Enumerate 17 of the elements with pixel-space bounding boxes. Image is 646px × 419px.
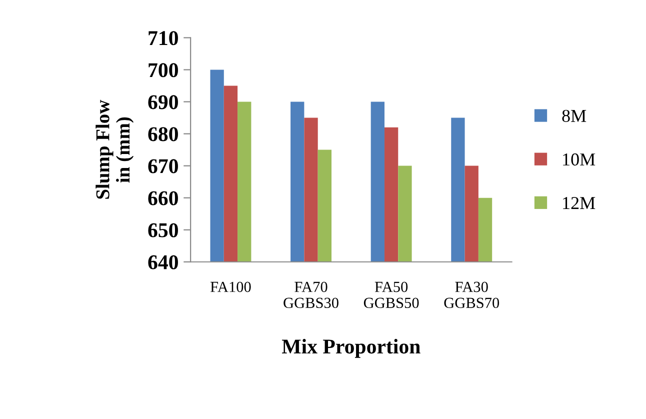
y-tick-label: 640 (148, 255, 178, 270)
legend-label: 8M (562, 110, 586, 122)
y-tick-label: 700 (148, 63, 178, 78)
y-tick-label: 680 (148, 127, 178, 142)
x-tick-label: FA30 GGBS70 (444, 282, 500, 308)
y-tick-label: 690 (148, 95, 178, 110)
y-axis-title: Slump Flow in (mm) (96, 100, 134, 199)
x-tick-label: FA50 GGBS50 (364, 282, 419, 308)
x-tick-label: FA70 GGBS30 (284, 282, 338, 308)
x-tick-label: FA100 (210, 282, 251, 292)
y-tick-label: 660 (148, 191, 178, 206)
y-tick-label: 670 (148, 159, 178, 174)
x-axis-title: Mix Proportion (282, 338, 420, 358)
legend-label: 10M (563, 153, 596, 166)
y-tick-label: 650 (148, 223, 178, 238)
legend-label: 12M (563, 197, 596, 209)
y-tick-label: 710 (148, 31, 178, 46)
